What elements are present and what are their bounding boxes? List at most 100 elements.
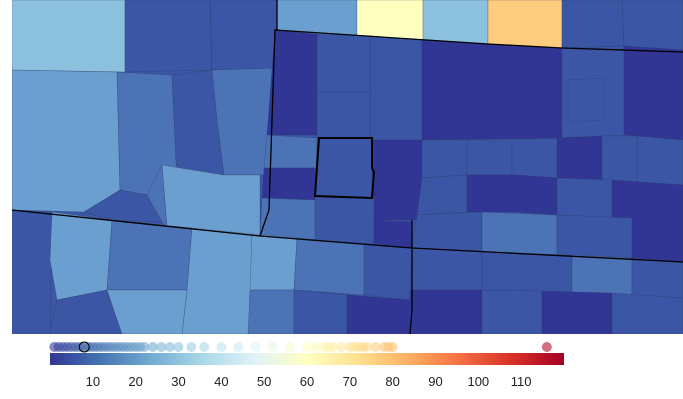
- legend-dot: [199, 342, 210, 352]
- county-region[interactable]: [411, 211, 483, 253]
- legend-tick-label: 90: [428, 374, 442, 389]
- county-region[interactable]: [623, 45, 683, 141]
- color-legend: 10 20 30 40 50 60 70 80 90 100 110: [0, 334, 683, 394]
- county-region[interactable]: [49, 211, 113, 301]
- county-region[interactable]: [567, 77, 605, 123]
- county-region[interactable]: [561, 0, 625, 49]
- county-map: [12, 0, 683, 334]
- legend-dot: [173, 342, 184, 352]
- county-region[interactable]: [511, 137, 558, 179]
- county-region[interactable]: [106, 219, 193, 291]
- county-region[interactable]: [209, 0, 278, 71]
- county-region[interactable]: [346, 294, 411, 334]
- legend-tick-labels: 10 20 30 40 50 60 70 80 90 100 110: [86, 374, 532, 389]
- county-region[interactable]: [12, 0, 126, 73]
- county-region[interactable]: [481, 211, 558, 256]
- county-region[interactable]: [49, 289, 123, 334]
- county-region[interactable]: [371, 139, 423, 221]
- county-region[interactable]: [409, 289, 483, 334]
- county-region[interactable]: [12, 209, 53, 334]
- county-region[interactable]: [601, 135, 638, 183]
- county-region[interactable]: [363, 243, 413, 301]
- county-region[interactable]: [466, 174, 518, 213]
- county-region[interactable]: [161, 164, 261, 237]
- county-region[interactable]: [356, 0, 424, 41]
- county-region[interactable]: [124, 0, 213, 73]
- county-region[interactable]: [611, 179, 683, 221]
- legend-tick-label: 20: [128, 374, 142, 389]
- state-boundary: [411, 247, 683, 263]
- state-boundary: [409, 220, 413, 334]
- legend-tick-label: 70: [343, 374, 357, 389]
- county-region[interactable]: [314, 195, 375, 245]
- legend-color-bar: [50, 353, 564, 365]
- county-region[interactable]: [611, 292, 683, 334]
- county-region[interactable]: [12, 69, 121, 213]
- county-region[interactable]: [516, 174, 558, 216]
- county-region[interactable]: [481, 289, 543, 334]
- legend-canvas: 10 20 30 40 50 60 70 80 90 100 110: [49, 341, 564, 389]
- county-region[interactable]: [556, 177, 613, 219]
- legend-tick-label: 80: [385, 374, 399, 389]
- county-region[interactable]: [316, 91, 371, 139]
- county-region[interactable]: [249, 233, 298, 291]
- legend-dot: [267, 342, 278, 352]
- legend-tick-label: 10: [86, 374, 100, 389]
- legend-dot: [216, 342, 227, 352]
- county-region[interactable]: [259, 197, 316, 241]
- county-region[interactable]: [421, 139, 468, 179]
- county-region[interactable]: [373, 219, 413, 249]
- county-region[interactable]: [631, 217, 683, 263]
- legend-dot: [361, 342, 372, 352]
- selected-county-outline[interactable]: [313, 137, 376, 200]
- legend-dot: [147, 342, 158, 352]
- county-region[interactable]: [636, 135, 683, 186]
- county-region[interactable]: [621, 0, 683, 51]
- county-region[interactable]: [181, 227, 253, 334]
- legend-dot: [336, 342, 347, 352]
- county-region[interactable]: [314, 137, 373, 199]
- legend-dot: [139, 342, 150, 352]
- legend-dot: [186, 342, 197, 352]
- county-region[interactable]: [369, 35, 423, 141]
- legend-dot: [233, 342, 244, 352]
- legend-dot: [541, 342, 552, 352]
- county-region[interactable]: [422, 0, 489, 45]
- legend-dot: [156, 342, 167, 352]
- county-region[interactable]: [481, 251, 573, 293]
- legend-tick-label: 40: [214, 374, 228, 389]
- county-region[interactable]: [106, 289, 188, 334]
- map-canvas: [12, 0, 683, 334]
- county-region[interactable]: [247, 289, 295, 334]
- legend-tick-label: 60: [300, 374, 314, 389]
- legend-dot: [327, 342, 338, 352]
- county-region[interactable]: [409, 247, 483, 291]
- county-region[interactable]: [556, 135, 603, 181]
- legend-dot: [164, 342, 175, 352]
- county-region[interactable]: [416, 174, 468, 216]
- county-region[interactable]: [466, 139, 513, 176]
- county-region[interactable]: [556, 214, 633, 259]
- county-region[interactable]: [293, 237, 365, 296]
- state-boundary: [274, 29, 683, 53]
- legend-dot: [250, 342, 261, 352]
- legend-tick-label: 30: [171, 374, 185, 389]
- state-boundary: [12, 209, 413, 249]
- county-region[interactable]: [316, 33, 371, 93]
- county-region[interactable]: [293, 289, 348, 334]
- legend-dot: [302, 342, 312, 352]
- legend-dot: [284, 342, 295, 352]
- legend-distribution-dots: [49, 341, 552, 353]
- legend-tick-label: 50: [257, 374, 271, 389]
- legend-selected-dot: [78, 341, 90, 353]
- legend-dot: [310, 342, 321, 352]
- county-region[interactable]: [631, 257, 683, 299]
- legend-tick-label: 110: [511, 374, 532, 389]
- county-region[interactable]: [421, 39, 563, 141]
- legend-tick-label: 100: [467, 374, 489, 389]
- county-region[interactable]: [541, 290, 613, 334]
- county-region[interactable]: [571, 254, 633, 296]
- county-region[interactable]: [487, 0, 563, 49]
- legend-dot: [370, 342, 381, 352]
- legend-dot: [387, 342, 398, 352]
